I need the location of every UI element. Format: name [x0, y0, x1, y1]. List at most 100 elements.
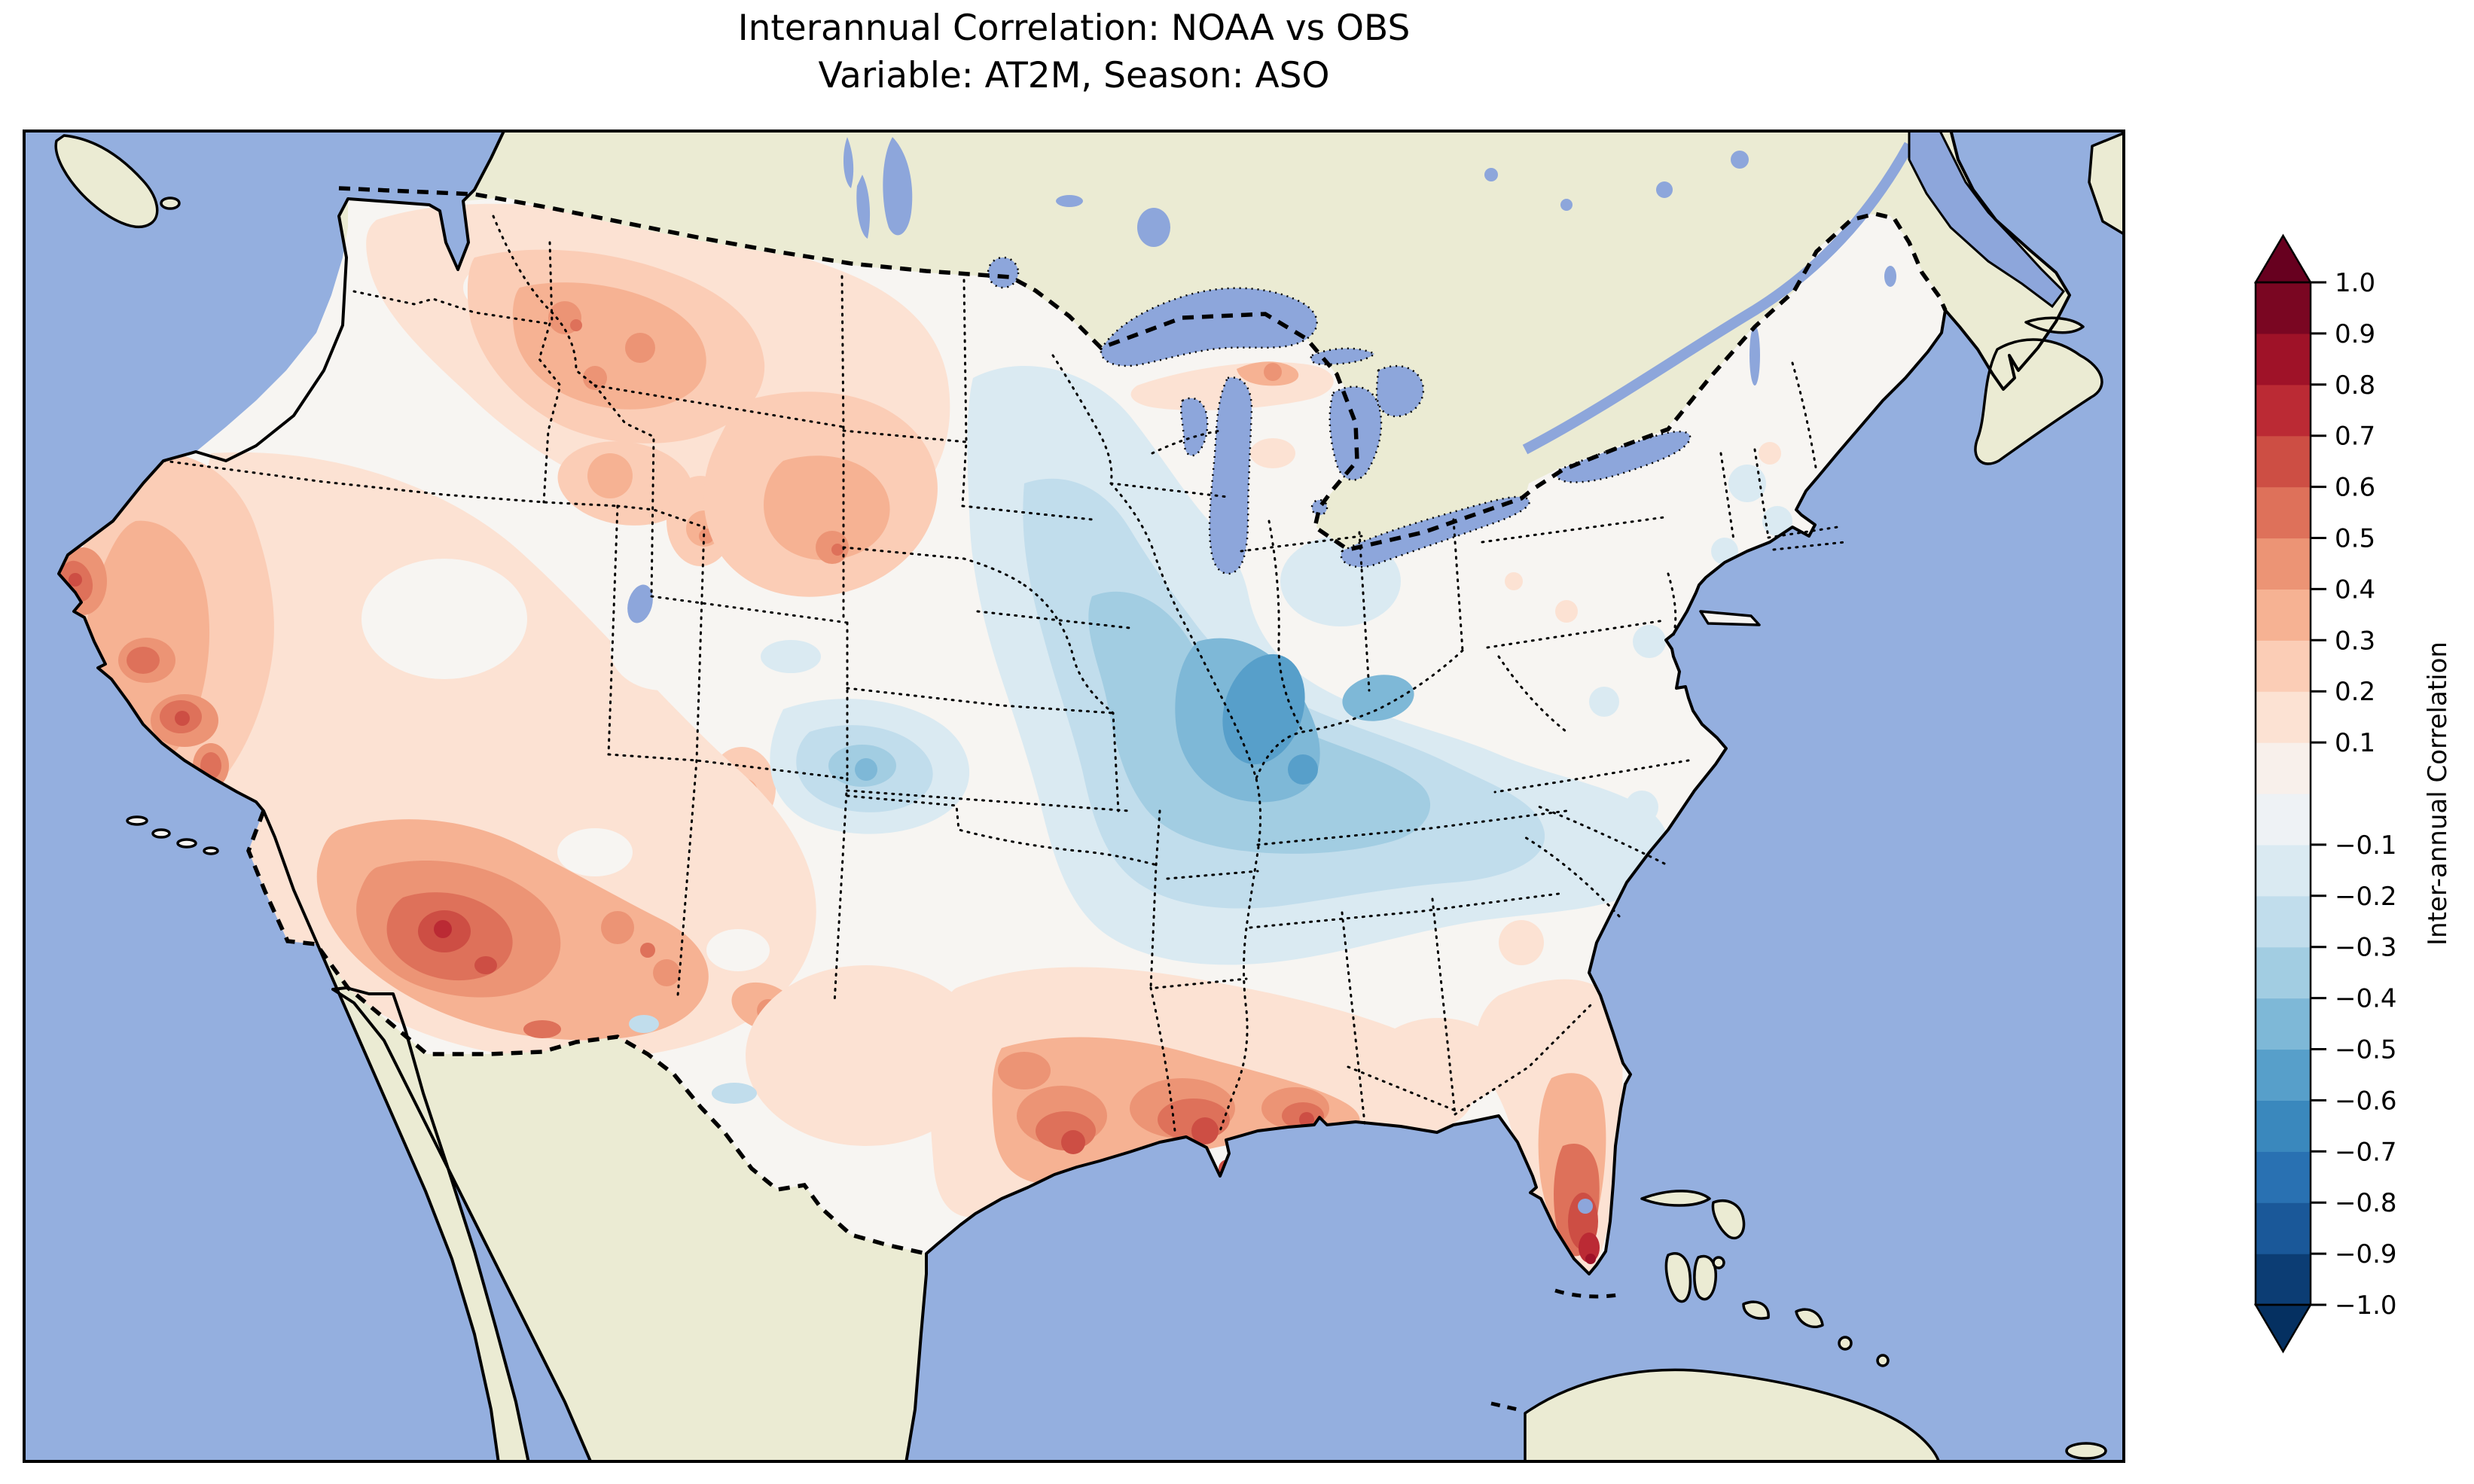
title-line-1: Interannual Correlation: NOAA vs OBS — [737, 8, 1411, 49]
island-hispaniola-edge — [2065, 1442, 2107, 1460]
green-bay — [1179, 397, 1209, 457]
colorbar-tick-label: −0.9 — [2335, 1239, 2397, 1269]
colorbar-tick-label: −0.5 — [2335, 1035, 2397, 1065]
lake-winnipegosis — [843, 137, 854, 188]
colorbar-segment — [2256, 998, 2311, 1050]
lake-manitoba — [856, 175, 871, 239]
colorbar-segment — [2256, 333, 2311, 385]
island-exuma — [1742, 1300, 1770, 1320]
island-channel-1 — [126, 815, 148, 826]
colorbar-segment — [2256, 1202, 2311, 1254]
island-eleuthera — [1693, 1254, 1717, 1301]
island-bahama-se2 — [1838, 1336, 1853, 1351]
colorbar-tick-label: 0.3 — [2335, 626, 2375, 656]
colorbar-tick-label: 0.1 — [2335, 728, 2375, 758]
island-bahama-se1 — [1795, 1308, 1824, 1328]
colorbar-tick-label: −0.3 — [2335, 933, 2397, 963]
title-line-2: Variable: AT2M, Season: ASO — [818, 55, 1330, 96]
lake-winnipeg — [883, 137, 913, 236]
lake-canada-3 — [1656, 181, 1673, 198]
colorbar-segment — [2256, 1100, 2311, 1152]
colorbar-segment — [2256, 1049, 2311, 1101]
cuba-keys — [1490, 1401, 1518, 1412]
island-bahama-se3 — [1876, 1354, 1890, 1367]
island-nova-scotia — [1974, 338, 2103, 465]
colorbar-axis-label: Inter-annual Correlation — [2423, 641, 2453, 946]
lake-erie — [1340, 495, 1530, 568]
colorbar-over-arrow — [2253, 233, 2313, 284]
colorbar-segment — [2256, 589, 2311, 641]
colorbar-segment — [2256, 794, 2311, 846]
colorbar-segments — [2256, 282, 2311, 1306]
island-channel-2 — [151, 828, 171, 839]
colorbar-segment — [2256, 742, 2311, 794]
colorbar-segment — [2256, 435, 2311, 488]
lake-moosehead — [1884, 266, 1896, 287]
island-andros — [1664, 1252, 1692, 1303]
island-grand-bahama — [1640, 1190, 1711, 1207]
island-channel-4 — [203, 846, 219, 855]
colorbar: 1.0 0.9 0.8 0.7 0.6 0.5 0.4 0.3 0.2 0.1 −0.1 −0.2 −0… — [2253, 233, 2453, 1354]
colorbar-tick-label: 0.5 — [2335, 524, 2375, 554]
lake-superior — [1100, 287, 1318, 367]
colorbar-ticks: 1.0 0.9 0.8 0.7 0.6 0.5 0.4 0.3 0.2 0.1 −0.1 −0.2 −0… — [2311, 268, 2397, 1321]
island-cuba — [1524, 1368, 1941, 1463]
colorbar-tick-label: −0.4 — [2335, 984, 2397, 1014]
plot-title: Interannual Correlation: NOAA vs OBS Var… — [23, 5, 2125, 99]
map-frame — [23, 130, 2125, 1463]
colorbar-segment — [2256, 486, 2311, 539]
lakes — [627, 137, 1896, 1214]
colorbar-tick-label: 0.8 — [2335, 370, 2375, 401]
island-vancouver — [54, 134, 159, 228]
lake-of-the-woods — [987, 256, 1020, 289]
colorbar-segment — [2256, 640, 2311, 692]
colorbar-tick-label: −0.1 — [2335, 830, 2397, 861]
caribbean-islands — [1490, 1190, 2107, 1463]
colorbar-segment — [2256, 895, 2311, 948]
st-lawrence-river — [1522, 130, 2065, 455]
lake-champlain — [1749, 325, 1760, 385]
lake-canada-2 — [1560, 199, 1573, 211]
colorbar-segment — [2256, 384, 2311, 437]
lake-canada-4 — [1731, 151, 1749, 169]
island-abaco — [1711, 1199, 1746, 1240]
colorbar-tick-label: 0.4 — [2335, 574, 2375, 605]
us-mexico-border — [246, 810, 927, 1256]
island-channel-3 — [176, 838, 197, 849]
coastal-islands — [126, 610, 1761, 855]
colorbar-under-arrow — [2253, 1303, 2313, 1354]
florida-keys — [1554, 1288, 1618, 1299]
colorbar-tick-label: −0.7 — [2335, 1137, 2397, 1167]
international-borders — [246, 186, 1948, 1256]
georgian-bay — [1375, 364, 1425, 418]
colorbar-tick-label: −0.2 — [2335, 882, 2397, 912]
colorbar-segment — [2256, 844, 2311, 897]
colorbar-outline — [2254, 281, 2312, 1306]
state-borders — [162, 215, 1847, 1132]
lake-seul — [1056, 195, 1083, 207]
colorbar-tick-label: −0.8 — [2335, 1188, 2397, 1218]
lake-nipigon — [1137, 208, 1170, 247]
island-newfoundland — [2088, 131, 2125, 236]
map-panel — [23, 130, 2125, 1463]
great-salt-lake — [627, 584, 653, 623]
colorbar-tick-label: −1.0 — [2335, 1291, 2397, 1321]
colorbar-segment — [2256, 691, 2311, 743]
island-small — [160, 197, 181, 210]
colorbar-segment — [2256, 282, 2311, 334]
colorbar-tick-label: 1.0 — [2335, 268, 2375, 298]
colorbar-tick-label: 0.9 — [2335, 319, 2375, 349]
lake-michigan — [1208, 376, 1253, 575]
lake-okeechobee — [1578, 1199, 1593, 1214]
island-long-island — [1699, 610, 1761, 626]
coastlines — [57, 130, 2071, 1463]
colorbar-tick-label: 0.2 — [2335, 677, 2375, 707]
colorbar-segment — [2256, 1151, 2311, 1203]
island-bahama-small1 — [1712, 1256, 1725, 1269]
colorbar-tick-label: −0.6 — [2335, 1086, 2397, 1116]
colorbar-segment — [2256, 538, 2311, 590]
colorbar-segment — [2256, 1254, 2311, 1306]
colorbar-tick-label: 0.6 — [2335, 473, 2375, 503]
colorbar-segment — [2256, 946, 2311, 999]
